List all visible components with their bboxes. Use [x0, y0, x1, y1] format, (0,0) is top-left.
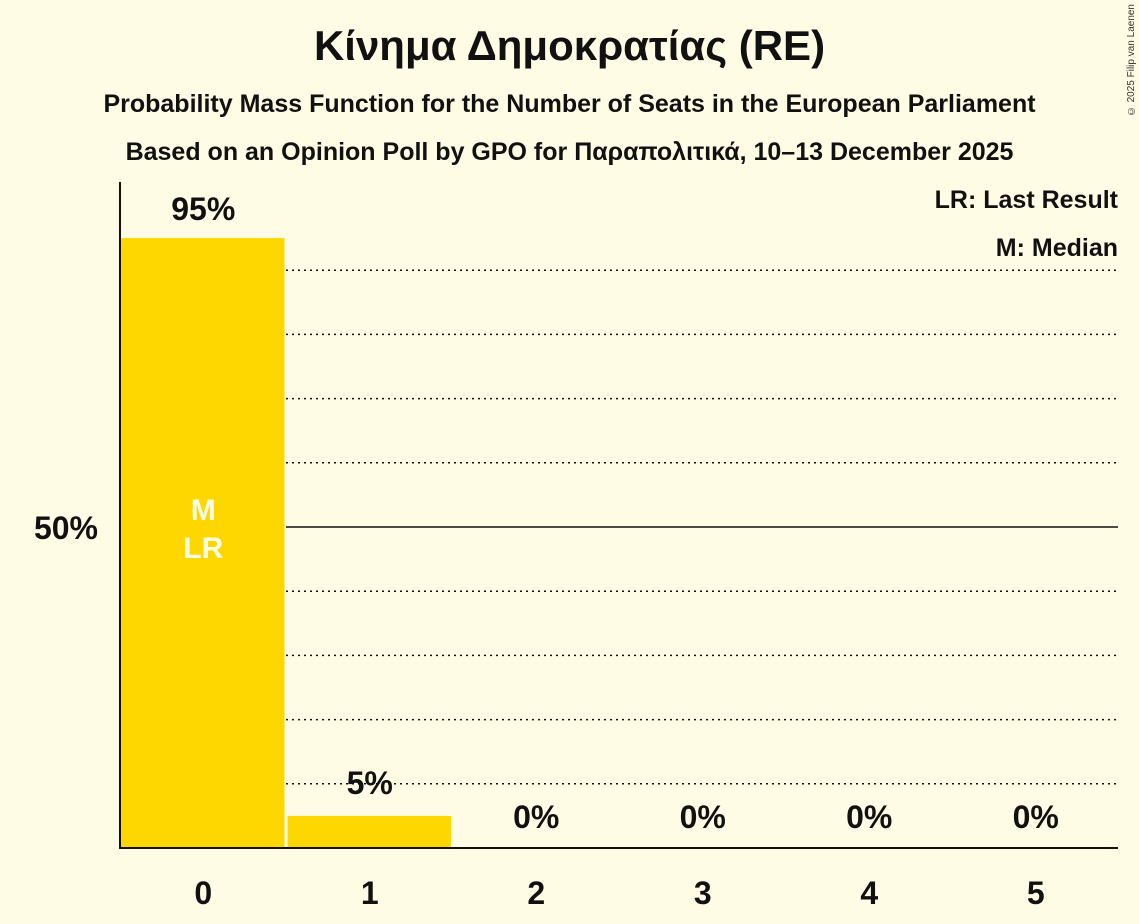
chart-subtitle: Probability Mass Function for the Number… — [103, 90, 1036, 118]
bar-value-label: 5% — [347, 765, 393, 801]
chart-title: Κίνημα Δημοκρατίας (RE) — [313, 22, 826, 69]
y-tick-label-50: 50% — [34, 510, 98, 546]
bar-value-label: 0% — [846, 799, 892, 835]
x-tick-label: 5 — [1027, 875, 1045, 911]
median-marker: M — [191, 494, 216, 527]
x-tick-label: 2 — [527, 875, 545, 911]
legend-median: M: Median — [995, 234, 1118, 262]
bar-1 — [287, 815, 451, 848]
last-result-marker: LR — [183, 532, 223, 565]
x-tick-label: 4 — [860, 875, 878, 911]
legend-last-result: LR: Last Result — [934, 186, 1118, 214]
chart-source: Based on an Opinion Poll by GPO for Παρα… — [125, 138, 1014, 166]
x-tick-label: 3 — [694, 875, 712, 911]
bar-0 — [121, 238, 285, 849]
x-tick-label: 1 — [361, 875, 379, 911]
x-tick-label: 0 — [194, 875, 212, 911]
bar-value-label: 0% — [513, 799, 559, 835]
bar-value-label: 0% — [1013, 799, 1059, 835]
bar-value-label: 0% — [680, 799, 726, 835]
bar-value-label: 95% — [171, 191, 235, 227]
